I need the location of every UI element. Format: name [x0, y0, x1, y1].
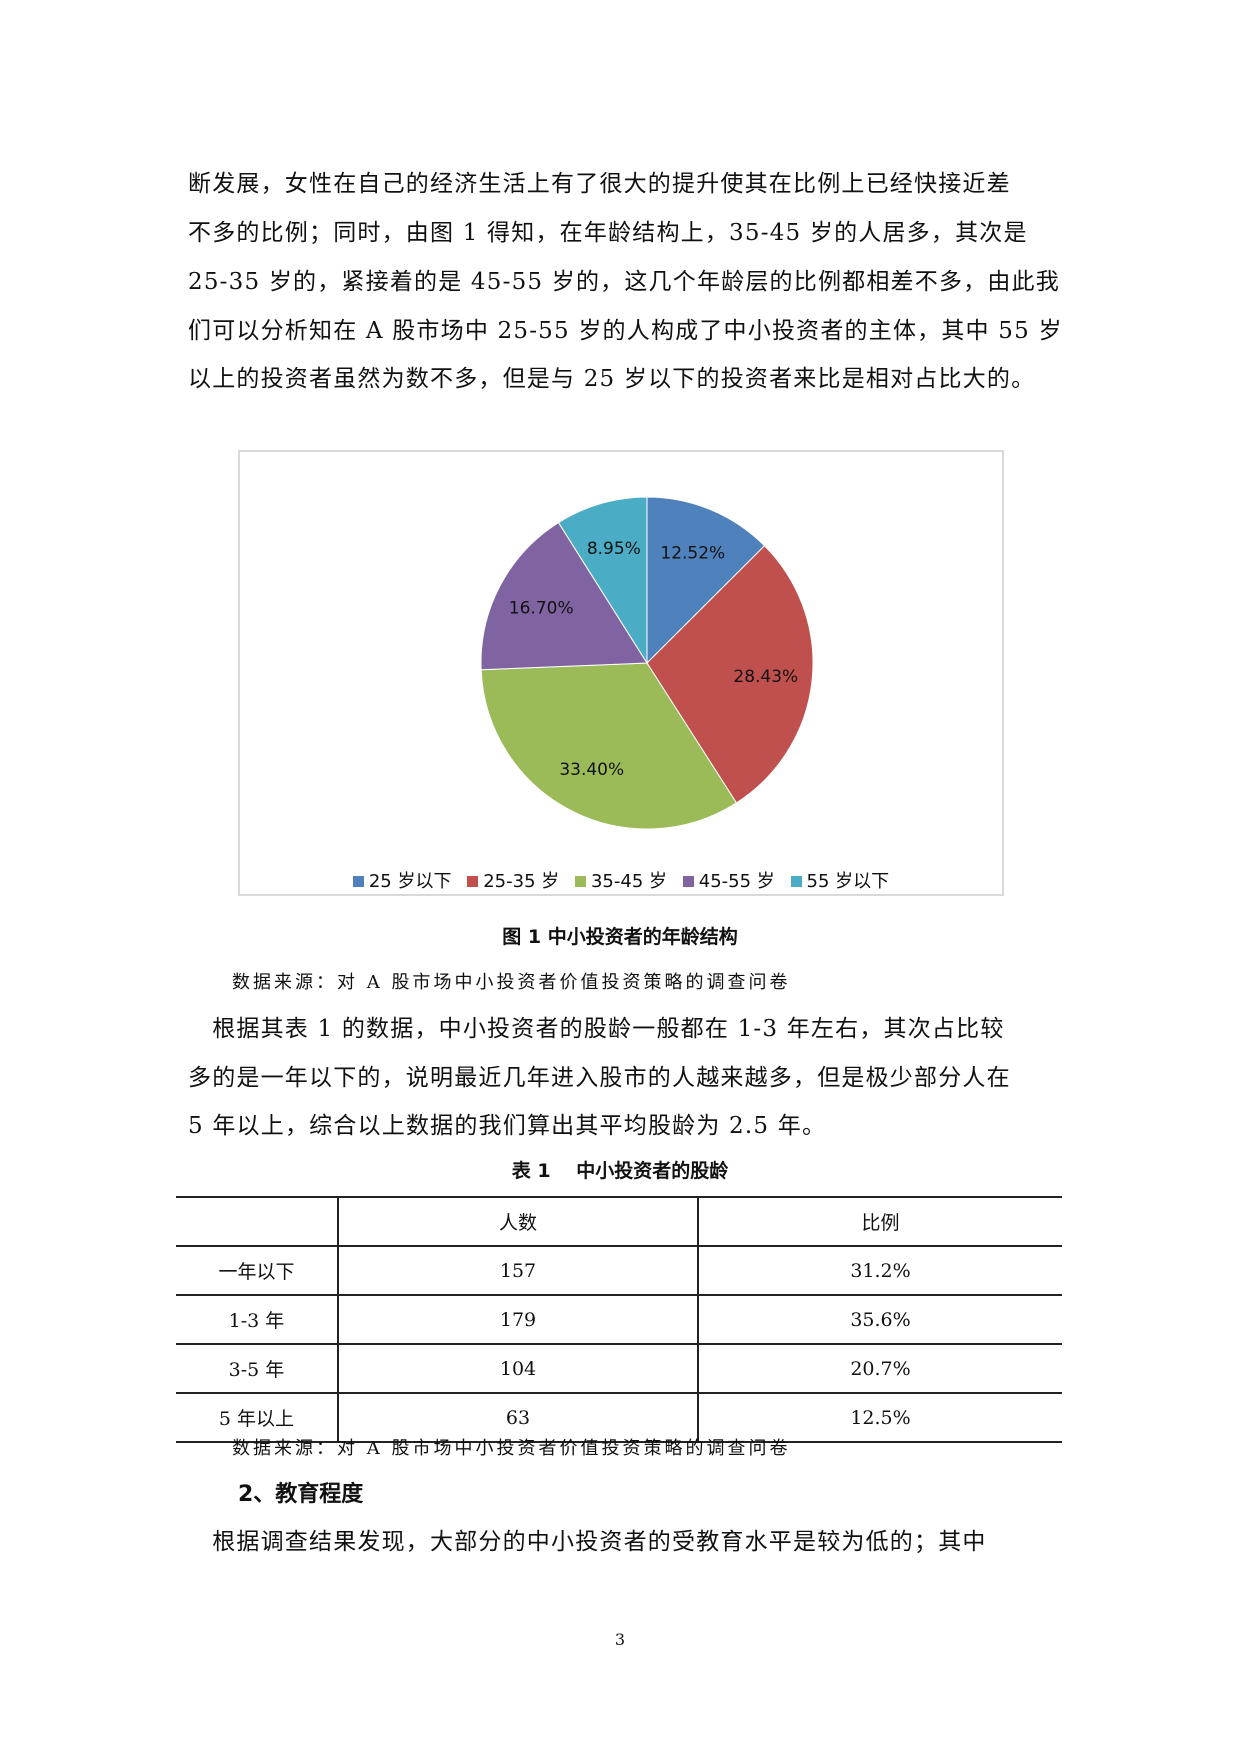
table-cell: 31.2%	[697, 1245, 1062, 1296]
paragraph-line: 25-35 岁的，紧接着的是 45-55 岁的，这几个年龄层的比例都相差不多，由…	[188, 269, 1060, 295]
pie-slice	[557, 496, 648, 665]
header-cell	[176, 1196, 338, 1247]
table-caption: 表 1 中小投资者的股龄	[511, 1160, 729, 1182]
paragraph-line: 不多的比例；同时，由图 1 得知，在年龄结构上，35-45 岁的人居多，其次是	[188, 220, 1028, 246]
figure-caption: 图 1 中小投资者的年龄结构	[502, 926, 738, 948]
legend-item: 55 岁以下	[790, 867, 890, 893]
data-label: 16.70%	[509, 598, 574, 618]
legend-swatch	[574, 876, 586, 887]
pie-slice	[646, 496, 766, 665]
header-cell: 人数	[337, 1196, 698, 1247]
legend-item: 35-45 岁	[574, 867, 668, 893]
legend-label: 45-55 岁	[698, 871, 775, 892]
legend-swatch	[682, 876, 694, 887]
table-cell: 一年以下	[176, 1245, 338, 1296]
paragraph-line: 根据其表 1 的数据，中小投资者的股龄一般都在 1-3 年左右，其次占比较	[188, 1016, 1005, 1042]
data-label: 12.52%	[660, 544, 725, 564]
table-cell: 157	[337, 1245, 698, 1296]
table-cell: 104	[337, 1343, 698, 1394]
data-label: 8.95%	[587, 539, 641, 559]
pie-chart: 12.52% 28.43% 33.40% 16.70% 8.95% 25 岁以下 25-…	[238, 450, 1004, 896]
table-header-row: 人数 比例	[176, 1196, 1062, 1247]
table-row: 一年以下 157 31.2%	[176, 1245, 1062, 1296]
data-label: 33.40%	[559, 760, 624, 780]
section-heading: 2、教育程度	[238, 1482, 364, 1507]
pie-slice	[480, 662, 738, 830]
table-cell: 3-5 年	[176, 1343, 338, 1394]
legend-label: 25-35 岁	[483, 871, 560, 892]
legend-label: 55 岁以下	[806, 871, 890, 892]
data-source: 数据来源：对 A 股市场中小投资者价值投资策略的调查问卷	[232, 1438, 791, 1459]
paragraph-line: 5 年以上，综合以上数据的我们算出其平均股龄为 2.5 年。	[188, 1113, 827, 1139]
data-label: 28.43%	[733, 667, 798, 687]
stock-age-table: 人数 比例 一年以下 157 31.2% 1-3 年 179 35.6% 3-5 年 10…	[176, 1196, 1062, 1443]
legend-item: 25-35 岁	[467, 867, 559, 893]
table-row: 1-3 年 179 35.6%	[176, 1294, 1062, 1345]
chart-legend: 25 岁以下 25-35 岁 35-45 岁 45-55 岁 55 岁以下	[240, 867, 1002, 893]
legend-label: 25 岁以下	[368, 871, 452, 892]
legend-item: 25 岁以下	[352, 867, 452, 893]
table-cell: 63	[337, 1392, 698, 1443]
pie-slice	[480, 521, 648, 671]
table-cell: 5 年以上	[176, 1392, 338, 1443]
table-cell: 179	[337, 1294, 698, 1345]
table-row: 3-5 年 104 20.7%	[176, 1343, 1062, 1394]
paragraph-line: 以上的投资者虽然为数不多，但是与 25 岁以下的投资者来比是相对占比大的。	[188, 366, 1036, 392]
legend-swatch	[467, 876, 479, 887]
table-cell: 35.6%	[697, 1294, 1062, 1345]
legend-swatch	[352, 876, 364, 887]
paragraph-line: 多的是一年以下的，说明最近几年进入股市的人越来越多，但是极少部分人在	[188, 1065, 1011, 1091]
pie-chart-svg: 12.52% 28.43% 33.40% 16.70% 8.95%	[480, 496, 814, 830]
table-row: 5 年以上 63 12.5%	[176, 1392, 1062, 1443]
table-cell: 12.5%	[697, 1392, 1062, 1443]
legend-label: 35-45 岁	[590, 871, 668, 892]
table-cell: 20.7%	[697, 1343, 1062, 1394]
legend-swatch	[790, 876, 802, 887]
paragraph-line: 们可以分析知在 A 股市场中 25-55 岁的人构成了中小投资者的主体，其中 5…	[188, 318, 1063, 344]
table-cell: 1-3 年	[176, 1294, 338, 1345]
header-cell: 比例	[697, 1196, 1062, 1247]
paragraph-line: 断发展，女性在自己的经济生活上有了很大的提升使其在比例上已经快接近差	[188, 171, 1011, 197]
paragraph-line: 根据调查结果发现，大部分的中小投资者的受教育水平是较为低的；其中	[188, 1529, 987, 1555]
legend-item: 45-55 岁	[682, 867, 775, 893]
page-number: 3	[614, 1630, 626, 1649]
pie-slice	[646, 545, 814, 804]
data-source: 数据来源：对 A 股市场中小投资者价值投资策略的调查问卷	[232, 972, 791, 993]
